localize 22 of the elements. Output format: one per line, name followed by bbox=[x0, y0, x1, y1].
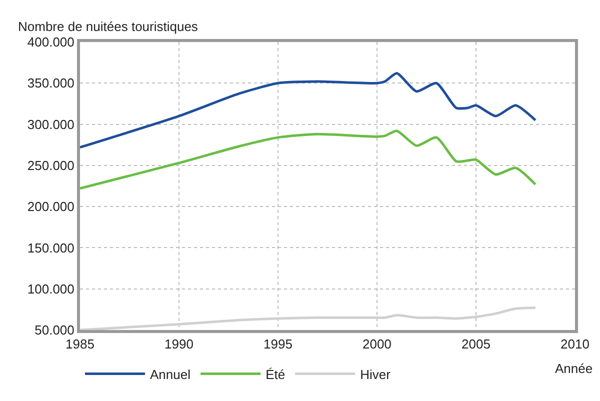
legend-label: Hiver bbox=[360, 366, 392, 382]
line-series bbox=[80, 130, 537, 190]
x-tick-label: 2010 bbox=[560, 336, 590, 352]
x-tick-label: 2005 bbox=[462, 336, 490, 352]
line-series bbox=[80, 306, 537, 330]
y-tick-label: 50.000 bbox=[34, 322, 74, 338]
y-tick-label: 150.000 bbox=[27, 240, 74, 256]
x-tick-label: 1985 bbox=[66, 336, 94, 352]
y-tick-label: 100.000 bbox=[27, 281, 74, 296]
y-tick-label: 300.000 bbox=[27, 116, 74, 132]
y-tick-label: 250.000 bbox=[27, 158, 74, 173]
legend-label: Annuel bbox=[150, 366, 191, 382]
line-series bbox=[80, 72, 537, 149]
legend-label: Été bbox=[266, 366, 286, 382]
y-tick-label: 350.000 bbox=[27, 76, 74, 91]
x-axis-title: Année bbox=[555, 361, 593, 376]
x-tick-label: 2000 bbox=[362, 336, 392, 352]
y-tick-label: 400.000 bbox=[27, 34, 74, 50]
x-tick-label: 1995 bbox=[264, 336, 292, 352]
x-tick-label: 1990 bbox=[164, 336, 194, 352]
y-tick-label: 200.000 bbox=[27, 199, 74, 214]
y-axis-title: Nombre de nuitées touristiques bbox=[18, 19, 198, 34]
